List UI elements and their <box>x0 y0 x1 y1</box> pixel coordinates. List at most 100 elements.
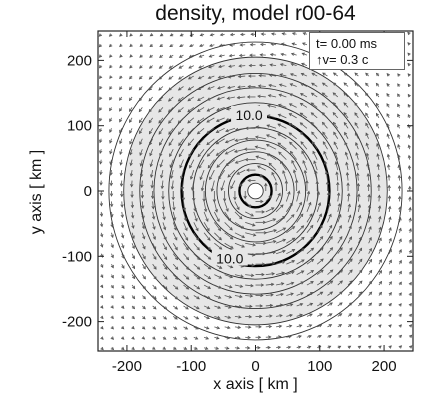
velocity-arrow-205 <box>159 149 164 157</box>
arrow-shaft <box>316 225 323 234</box>
arrow-head <box>150 195 155 200</box>
arrow-shaft <box>337 236 343 244</box>
arrow-head <box>205 218 209 222</box>
velocity-arrow-604 <box>292 169 298 181</box>
velocity-arrow-379 <box>224 274 234 279</box>
x-tick-label: 0 <box>251 358 259 375</box>
velocity-arrow-600 <box>296 213 304 223</box>
arrow-head <box>359 247 363 252</box>
arrow-head <box>148 65 153 69</box>
arrow-head <box>195 316 200 320</box>
arrow-head <box>237 325 242 329</box>
arrow-shaft <box>214 222 221 231</box>
arrow-head <box>318 213 322 217</box>
velocity-arrow-728 <box>335 171 339 181</box>
arrow-shaft <box>367 173 370 181</box>
velocity-arrow-214 <box>159 54 164 58</box>
arrow-shaft <box>183 222 188 231</box>
arrow-head <box>121 245 125 249</box>
arrow-head <box>99 182 103 186</box>
arrow-head <box>121 346 125 351</box>
velocity-arrow-414 <box>234 232 246 239</box>
velocity-arrow-203 <box>160 170 164 179</box>
arrow-shaft <box>193 316 199 320</box>
y-tick-label: 0 <box>84 183 92 200</box>
arrow-head <box>138 87 143 91</box>
velocity-arrow-224 <box>172 274 179 280</box>
arrow-head <box>387 163 391 168</box>
arrow-head <box>281 260 286 264</box>
velocity-arrow-825 <box>365 132 370 139</box>
arrow-shaft <box>214 326 220 329</box>
arrow-head <box>368 226 372 230</box>
arrow-head <box>164 266 168 270</box>
arrow-head <box>245 168 250 172</box>
velocity-arrow-395 <box>216 107 225 112</box>
arrow-head <box>109 172 113 176</box>
velocity-arrow-460 <box>237 74 246 79</box>
arrow-head <box>247 178 251 183</box>
velocity-arrow-584 <box>279 63 287 67</box>
arrow-head <box>141 225 146 230</box>
arrow-head <box>139 141 143 146</box>
arrow-head <box>378 345 382 349</box>
arrow-head <box>100 233 104 238</box>
velocity-arrow-570 <box>286 202 293 213</box>
arrow-shaft <box>255 156 266 161</box>
arrow-shaft <box>306 303 313 307</box>
arrow-head <box>259 304 264 308</box>
arrow-head <box>217 305 222 309</box>
velocity-arrow-271 <box>177 107 184 113</box>
velocity-arrow-125 <box>141 336 146 340</box>
arrow-head <box>339 269 344 273</box>
arrow-shaft <box>217 86 225 89</box>
arrow-head <box>152 346 156 350</box>
velocity-arrow-461 <box>238 64 246 68</box>
arrow-head <box>218 54 223 58</box>
arrow-head <box>168 98 172 102</box>
velocity-arrow-375 <box>224 315 232 319</box>
arrow-head <box>99 223 104 228</box>
arrow-head <box>100 284 104 289</box>
velocity-arrow-875 <box>388 259 392 265</box>
arrow-shaft <box>139 117 143 123</box>
velocity-arrow-438 <box>245 304 253 309</box>
velocity-arrow-630 <box>306 224 314 234</box>
arrow-shaft <box>225 159 236 166</box>
arrow-head <box>343 82 347 86</box>
arrow-head <box>100 264 104 269</box>
arrow-head <box>398 270 402 275</box>
arrow-head <box>365 122 369 126</box>
arrow-shaft <box>306 236 314 244</box>
velocity-arrow-60 <box>108 43 113 48</box>
arrow-shaft <box>140 159 143 167</box>
arrow-head <box>119 119 123 123</box>
arrow-head <box>252 223 256 227</box>
arrow-head <box>250 283 254 288</box>
arrow-shaft <box>289 132 297 140</box>
arrow-head <box>169 153 173 158</box>
arrow-shaft <box>187 117 195 124</box>
velocity-arrow-658 <box>316 258 324 265</box>
arrow-head <box>398 195 402 200</box>
arrow-shaft <box>207 107 215 112</box>
arrow-head <box>321 121 326 126</box>
arrow-head <box>148 109 152 113</box>
arrow-shaft <box>142 263 146 270</box>
velocity-arrow-529 <box>276 314 283 318</box>
arrow-head <box>219 32 224 37</box>
arrow-shaft <box>337 225 342 233</box>
arrow-shaft <box>129 149 133 155</box>
arrow-shaft <box>216 138 225 145</box>
arrow-shaft <box>203 211 209 222</box>
velocity-arrow-5 <box>100 294 104 299</box>
arrow-shaft <box>343 82 349 87</box>
velocity-arrow-58 <box>109 64 113 69</box>
velocity-arrow-671 <box>310 121 318 129</box>
arrow-head <box>378 226 382 231</box>
arrow-head <box>288 324 293 328</box>
arrow-head <box>308 201 312 206</box>
velocity-arrow-954 <box>407 83 411 88</box>
velocity-arrow-417 <box>234 201 240 211</box>
velocity-arrow-56 <box>109 86 113 90</box>
